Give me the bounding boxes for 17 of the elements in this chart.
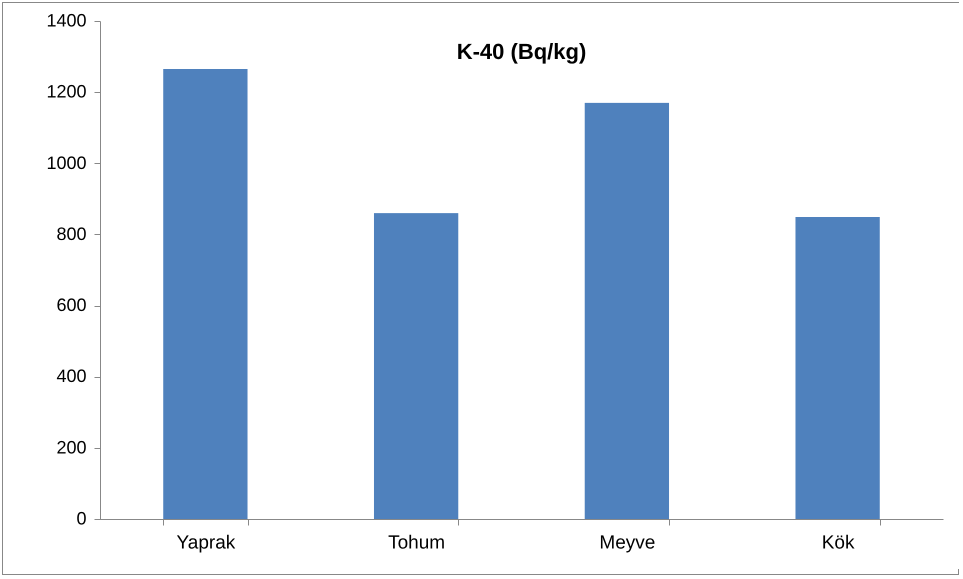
x-tick-label: Tohum	[388, 532, 446, 554]
y-tick-label: 200	[56, 437, 86, 458]
x-tick-label: Yaprak	[176, 532, 236, 554]
x-tick-label: Kök	[822, 532, 855, 554]
bar	[163, 69, 248, 519]
bar	[584, 102, 670, 519]
bar	[795, 217, 880, 519]
x-tick-label: Meyve	[599, 532, 656, 554]
y-tick-label: 800	[56, 224, 86, 244]
bar	[374, 213, 458, 519]
y-tick-label: 1400	[46, 10, 86, 30]
y-tick-label: 400	[56, 366, 86, 386]
y-tick-label: 0	[76, 508, 86, 528]
y-tick-label: 1000	[46, 152, 86, 173]
y-tick-label: 1200	[46, 82, 86, 102]
y-tick-label: 600	[56, 295, 86, 316]
text: K-40 (Bq/kg)	[456, 39, 586, 64]
